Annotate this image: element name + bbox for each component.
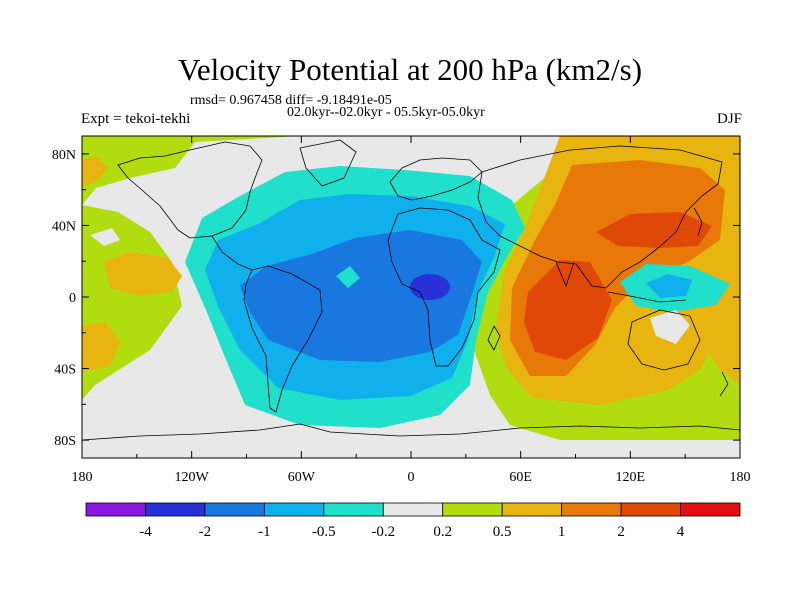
colorbar-swatch xyxy=(680,502,741,517)
colorbar-label: -2 xyxy=(199,524,212,540)
lon-tick-label: 60E xyxy=(509,470,532,485)
latitude-axis: 80N 40N 0 40S 80S xyxy=(52,148,76,449)
colorbar-label: 0.2 xyxy=(433,524,452,540)
colorbar-label: -1 xyxy=(258,524,271,540)
contour-fields xyxy=(82,136,740,458)
longitude-axis: 180 120W 60W 0 60E 120E 180 xyxy=(72,470,751,485)
lon-tick-label: 60W xyxy=(288,470,316,485)
lat-tick-label: 0 xyxy=(69,291,76,306)
period-line: 02.0kyr--02.0kyr - 05.5kyr-05.0kyr xyxy=(287,105,485,120)
antarctica-coast xyxy=(82,423,740,441)
experiment-label: Expt = tekoi-tekhi xyxy=(81,111,191,127)
lon-tick-label: 120W xyxy=(175,470,210,485)
colorbar-label: 2 xyxy=(617,524,625,540)
lat-tick-label: 80S xyxy=(54,434,76,449)
lon-tick-label: 180 xyxy=(72,470,93,485)
cyan-patch xyxy=(336,266,360,288)
greenland-coast xyxy=(299,139,357,187)
neutral-northeast-pacific-patch xyxy=(90,228,120,246)
colorbar-swatch xyxy=(382,502,444,517)
lon-tick-label: 180 xyxy=(730,470,751,485)
lat-tick-label: 40S xyxy=(54,363,76,378)
map-title: Velocity Potential at 200 hPa (km2/s) xyxy=(177,52,643,87)
central-america-coast xyxy=(211,235,253,271)
north-america-coast xyxy=(117,141,263,239)
colorbar-swatch xyxy=(145,502,206,517)
new-zealand-coast xyxy=(719,371,729,397)
colorbar-label: 4 xyxy=(677,524,685,540)
lon-tick-label: 0 xyxy=(408,470,415,485)
axis-ticks xyxy=(81,136,741,458)
colorbar-swatch xyxy=(85,502,146,517)
colorbar-swatch xyxy=(263,502,325,517)
neutral-australia-gap xyxy=(650,310,690,344)
positive-pacific-south-region xyxy=(82,322,120,372)
maritime-continent-coast xyxy=(607,291,687,303)
colorbar-swatch xyxy=(620,502,681,517)
india-coast xyxy=(555,261,575,287)
divergence-minimum xyxy=(410,274,450,300)
colorbar-swatch xyxy=(204,502,265,517)
asia-coast xyxy=(477,145,723,289)
africa-coast xyxy=(387,207,501,367)
colorbar-label: -4 xyxy=(139,524,152,540)
colorbar-label: -0.2 xyxy=(371,524,395,540)
colorbar-label: -0.5 xyxy=(312,524,336,540)
positive-two-region-indian-ocean xyxy=(524,260,612,360)
positive-east-australia-region xyxy=(702,304,740,385)
colorbar xyxy=(85,502,741,517)
stats-line: rmsd= 0.967458 diff= -9.18491e-05 xyxy=(190,93,392,108)
colorbar-swatch xyxy=(323,502,384,517)
colorbar-label: 1 xyxy=(558,524,566,540)
positive-pacific-north-region xyxy=(104,252,182,296)
colorbar-labels: -4 -2 -1 -0.5 -0.2 0.2 0.5 1 2 4 xyxy=(139,524,685,540)
positive-northwest-corner xyxy=(82,156,108,186)
positive-two-region-asia xyxy=(596,212,712,248)
japan-coast xyxy=(693,207,703,237)
colorbar-swatch xyxy=(442,502,503,517)
south-america-coast xyxy=(243,265,323,413)
australia-coast xyxy=(627,309,701,371)
madagascar-coast xyxy=(487,325,501,351)
negative-western-pacific-core xyxy=(646,274,692,298)
lat-tick-label: 80N xyxy=(52,148,76,163)
lat-tick-label: 40N xyxy=(52,219,76,234)
negative-minus-one-region xyxy=(240,230,482,362)
colorbar-label: 0.5 xyxy=(493,524,512,540)
colorbar-swatch xyxy=(501,502,563,517)
europe-coast xyxy=(389,157,483,201)
lon-tick-label: 120E xyxy=(616,470,646,485)
colorbar-swatch xyxy=(561,502,622,517)
coastlines xyxy=(82,139,740,441)
season-label: DJF xyxy=(716,111,742,127)
